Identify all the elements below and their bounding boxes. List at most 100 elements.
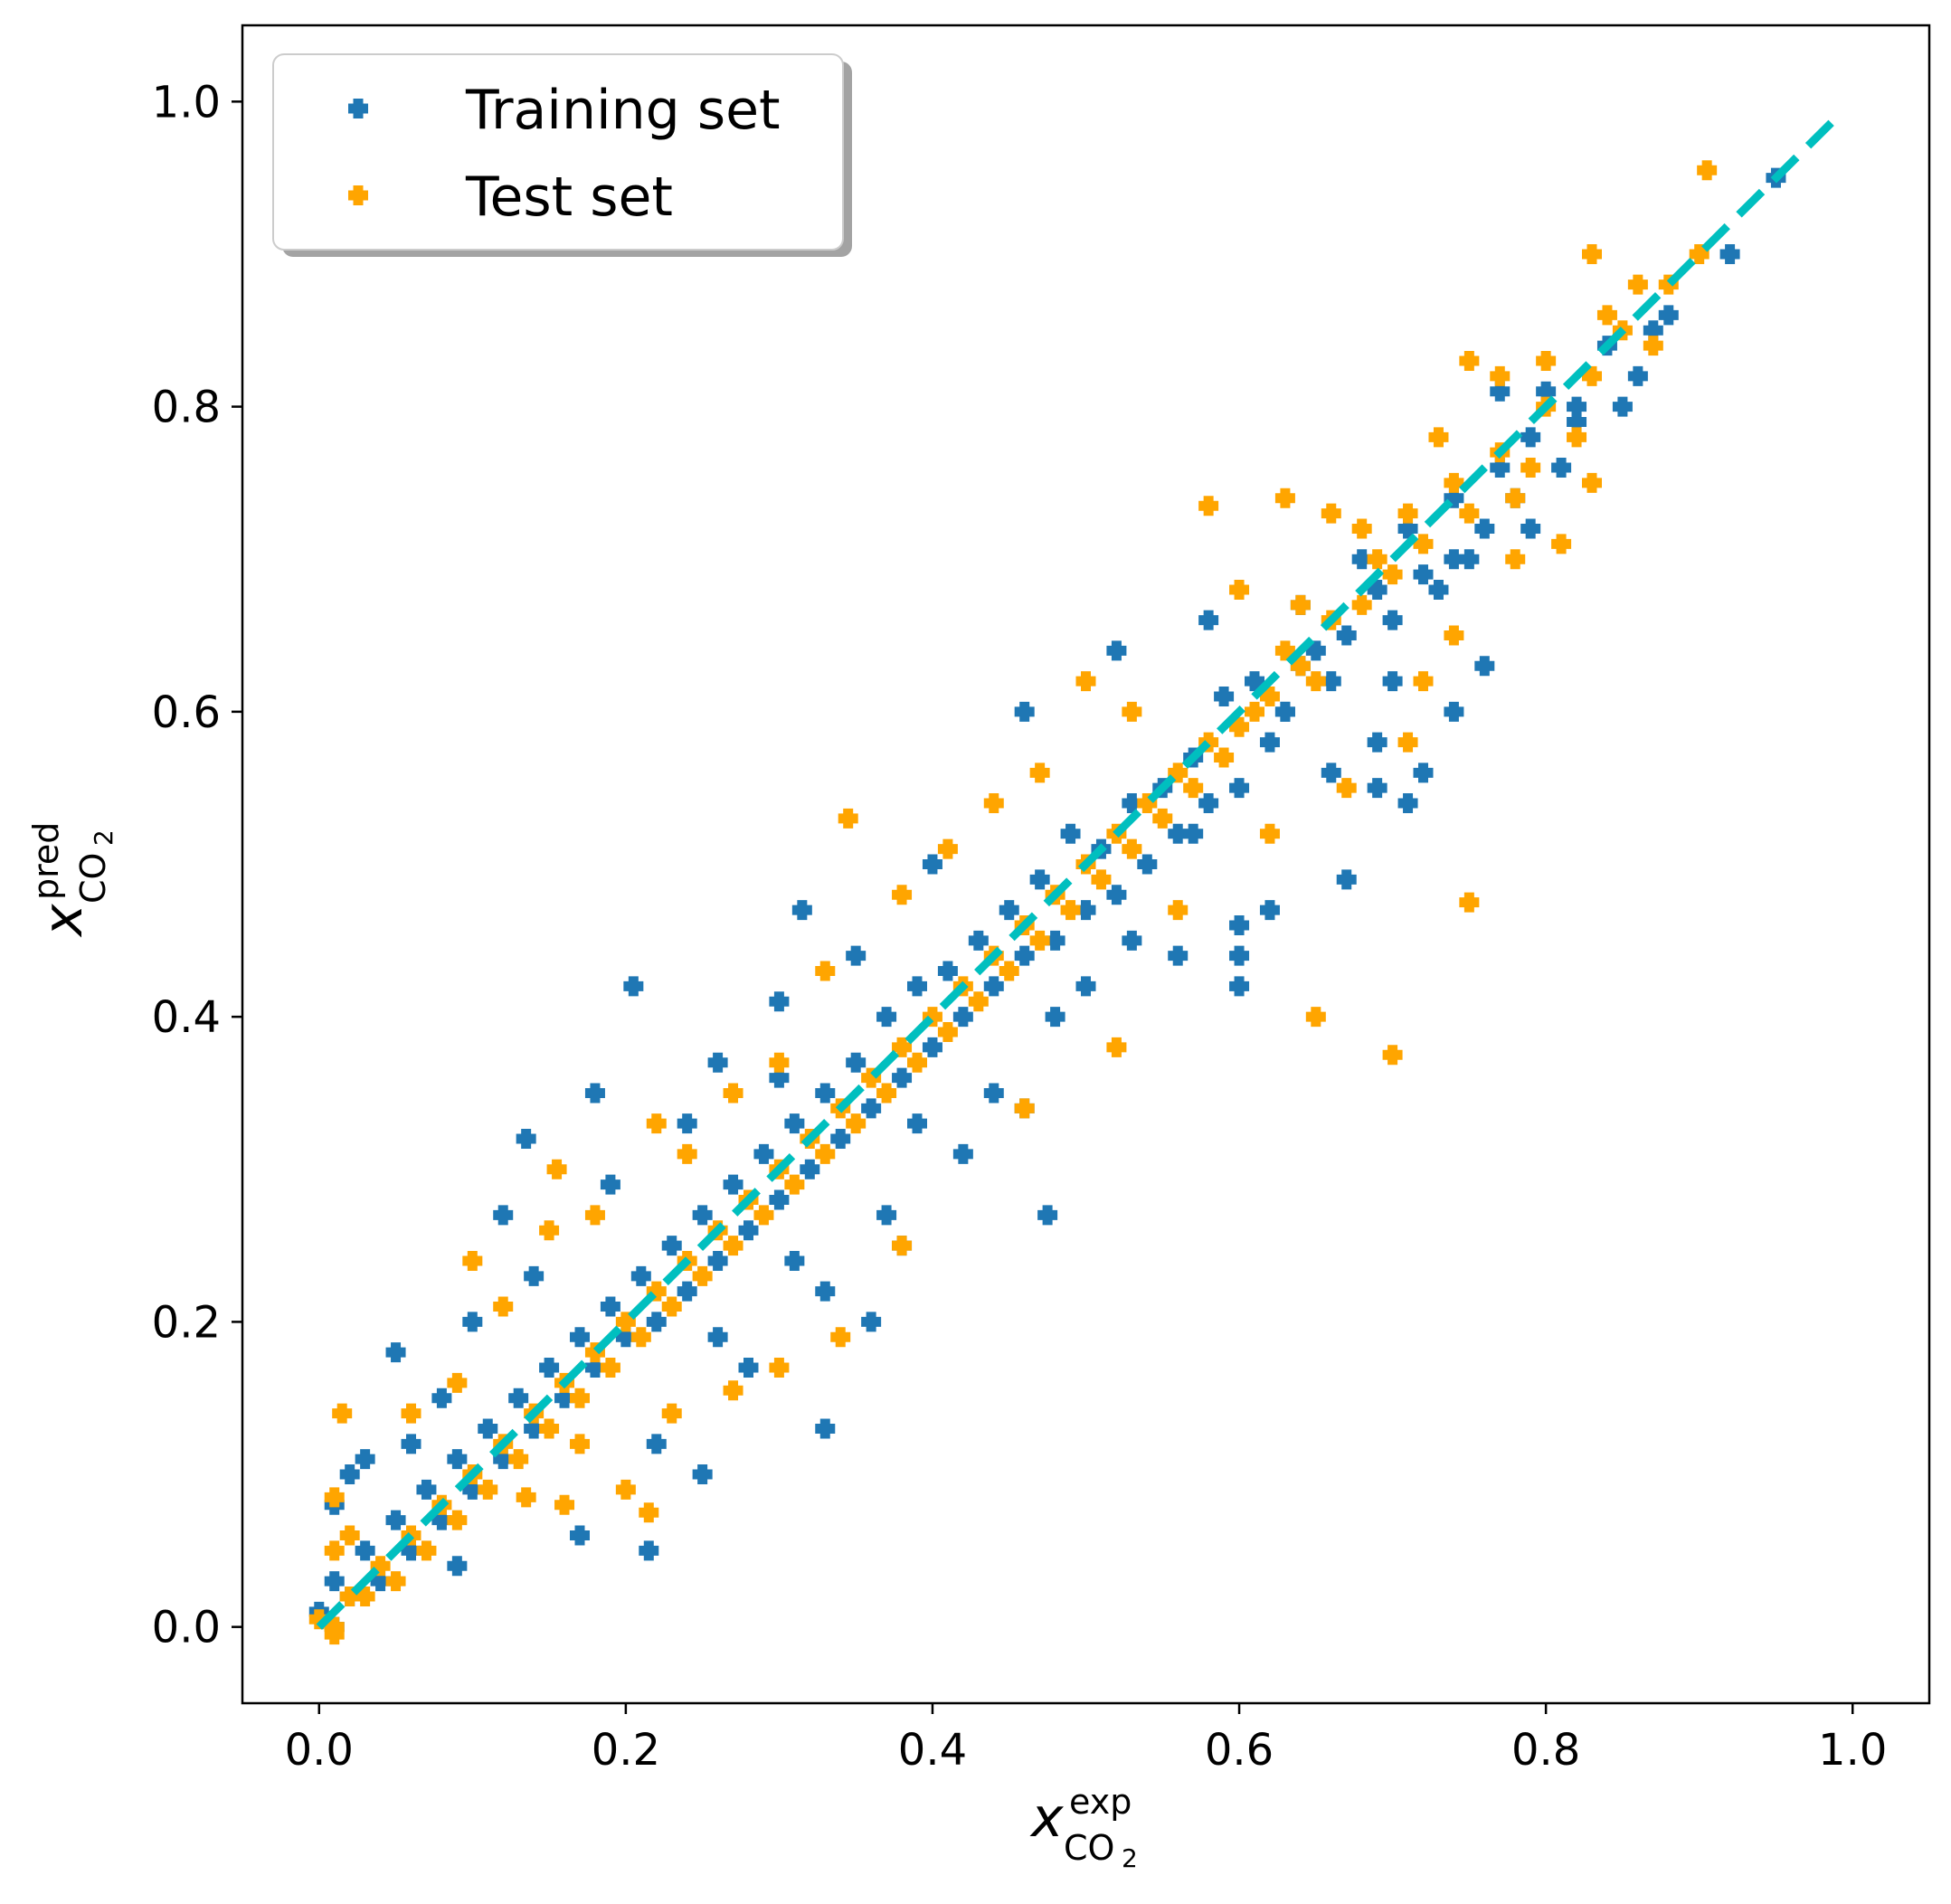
y-axis-label-sub2: 2 <box>89 829 118 846</box>
test-point-29 <box>1152 808 1173 829</box>
test-point-121 <box>892 885 913 905</box>
training-point-56 <box>738 1220 759 1241</box>
training-point-114 <box>1474 656 1495 677</box>
test-point-33 <box>1091 869 1112 890</box>
training-point-66 <box>584 1358 605 1378</box>
test-point-123 <box>677 1143 697 1164</box>
test-point-141 <box>1536 351 1557 371</box>
test-point-59 <box>692 1265 713 1286</box>
x-tick-label-5: 1.0 <box>1818 1725 1887 1776</box>
training-point-31 <box>1122 793 1142 814</box>
test-point-125 <box>493 1296 514 1317</box>
training-point-61 <box>661 1236 682 1256</box>
training-point-127 <box>876 1205 897 1226</box>
series-training <box>308 167 1786 1637</box>
test-point-138 <box>1351 518 1372 539</box>
test-point-101 <box>1627 274 1648 295</box>
training-point-24 <box>1229 778 1250 799</box>
training-point-92 <box>570 1525 590 1546</box>
training-point-131 <box>769 991 790 1012</box>
test-point-97 <box>1551 534 1572 554</box>
training-point-50 <box>830 1129 851 1150</box>
test-point-99 <box>1459 351 1480 371</box>
training-point-154 <box>1612 396 1633 417</box>
training-point-149 <box>1382 671 1403 692</box>
training-point-152 <box>1520 518 1541 539</box>
test-point-86 <box>838 808 858 829</box>
training-point-5 <box>1567 396 1587 417</box>
training-point-134 <box>524 1265 545 1286</box>
test-point-142 <box>1596 305 1617 326</box>
test-point-57 <box>723 1236 743 1256</box>
y-axis-label: x pred CO 2 <box>26 822 118 938</box>
training-point-101 <box>1198 610 1219 630</box>
training-point-153 <box>1551 458 1572 478</box>
training-point-39 <box>999 900 1019 921</box>
training-point-83 <box>324 1571 345 1592</box>
training-point-95 <box>493 1205 514 1226</box>
training-point-37 <box>1029 869 1050 890</box>
test-point-96 <box>1505 549 1526 570</box>
training-point-79 <box>385 1510 406 1530</box>
test-point-110 <box>723 1380 743 1401</box>
training-point-104 <box>1413 763 1434 783</box>
test-point-14 <box>1397 503 1418 524</box>
test-point-63 <box>630 1327 651 1348</box>
training-point-70 <box>524 1418 545 1439</box>
test-point-23 <box>1245 701 1264 722</box>
test-point-128 <box>447 1372 468 1393</box>
training-point-119 <box>1075 976 1096 997</box>
test-point-11 <box>1459 503 1480 524</box>
training-point-25 <box>1214 687 1235 706</box>
x-axis-label-sub2: 2 <box>1122 1843 1138 1873</box>
test-point-98 <box>1582 472 1602 493</box>
training-point-46 <box>892 1067 913 1088</box>
x-axis-label-symbol: x <box>1029 1786 1064 1850</box>
reference-line-identity <box>316 113 1841 1630</box>
test-point-132 <box>815 961 836 981</box>
training-point-34 <box>1075 900 1096 921</box>
legend-box <box>272 53 844 251</box>
test-point-140 <box>1490 365 1511 386</box>
test-point-9 <box>1505 488 1526 508</box>
training-point-97 <box>707 1052 728 1073</box>
training-point-141 <box>447 1556 468 1577</box>
training-point-96 <box>584 1083 605 1104</box>
y-tick-label-3: 0.6 <box>152 687 221 738</box>
x-tick-label-4: 0.8 <box>1511 1725 1580 1776</box>
test-point-92 <box>1321 503 1341 524</box>
test-point-53 <box>784 1174 805 1195</box>
training-point-41 <box>968 930 989 951</box>
test-point-107 <box>516 1487 536 1508</box>
training-point-22 <box>1259 732 1280 753</box>
test-point-65 <box>600 1358 620 1378</box>
training-point-100 <box>1106 640 1127 661</box>
training-point-142 <box>707 1327 728 1348</box>
test-point-122 <box>769 1052 790 1073</box>
test-point-71 <box>508 1449 529 1470</box>
training-point-137 <box>339 1464 360 1485</box>
training-point-81 <box>355 1540 375 1561</box>
test-point-114 <box>1014 1098 1035 1119</box>
training-point-105 <box>1444 701 1464 722</box>
legend-label-test: Test set <box>465 166 673 229</box>
legend-marker-test <box>348 185 368 205</box>
training-point-109 <box>1259 900 1280 921</box>
test-point-115 <box>1106 1037 1127 1057</box>
training-point-49 <box>846 1052 867 1073</box>
training-point-130 <box>846 945 867 966</box>
training-point-124 <box>646 1434 667 1454</box>
test-point-94 <box>1397 732 1418 753</box>
test-point-131 <box>723 1083 743 1104</box>
training-point-59 <box>692 1205 713 1226</box>
test-point-116 <box>1168 900 1189 921</box>
training-point-144 <box>907 1113 927 1134</box>
test-point-0 <box>1697 160 1718 181</box>
test-point-109 <box>639 1502 659 1523</box>
test-point-1 <box>1689 243 1709 264</box>
training-point-140 <box>401 1434 421 1454</box>
y-tick-label-4: 0.8 <box>152 383 221 433</box>
training-point-112 <box>1367 778 1387 799</box>
test-point-134 <box>1029 763 1050 783</box>
